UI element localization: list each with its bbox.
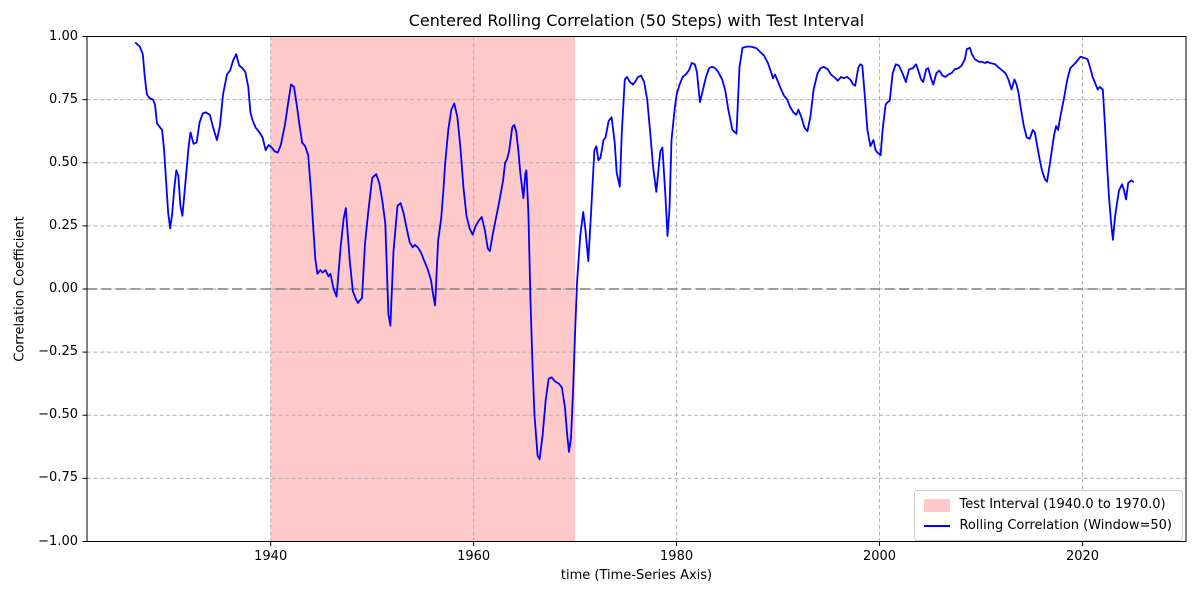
y-tick-label: −1.00 [38, 533, 78, 549]
rolling-correlation-swatch [924, 525, 951, 527]
x-tick-label: 1960 [457, 548, 491, 564]
legend-item-test-interval: Test Interval (1940.0 to 1970.0) [924, 497, 1172, 513]
y-tick-label: 0.50 [49, 154, 78, 170]
y-tick-label: −0.25 [38, 344, 78, 360]
y-tick-label: −0.50 [38, 407, 78, 423]
x-tick-label: 1940 [254, 548, 288, 564]
legend-item-rolling-correlation: Rolling Correlation (Window=50) [924, 518, 1172, 534]
rolling-correlation-line [134, 41, 1135, 461]
x-tick-label: 1980 [660, 548, 694, 564]
legend-label-rolling-correlation: Rolling Correlation (Window=50) [959, 518, 1172, 533]
y-tick-label: 0.75 [49, 91, 78, 107]
test-interval-swatch [924, 498, 951, 512]
x-tick-label: 2000 [862, 548, 897, 564]
x-tick-label: 2020 [1065, 548, 1100, 564]
y-axis-label: Correlation Coefficient [12, 216, 28, 362]
y-tick-label: 0.00 [49, 281, 78, 296]
legend: Test Interval (1940.0 to 1970.0) Rolling… [914, 490, 1183, 541]
y-tick-label: 0.25 [49, 217, 78, 233]
legend-label-test-interval: Test Interval (1940.0 to 1970.0) [959, 497, 1166, 512]
x-axis-label: time (Time-Series Axis) [560, 568, 713, 583]
y-tick-label: 1.00 [49, 28, 78, 44]
chart-title: Centered Rolling Correlation (50 Steps) … [408, 11, 865, 30]
y-tick-label: −0.75 [38, 470, 78, 486]
